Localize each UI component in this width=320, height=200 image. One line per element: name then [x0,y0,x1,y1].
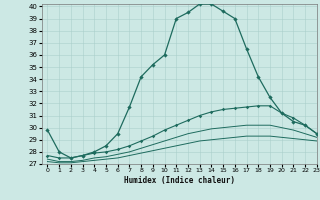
X-axis label: Humidex (Indice chaleur): Humidex (Indice chaleur) [124,176,235,185]
